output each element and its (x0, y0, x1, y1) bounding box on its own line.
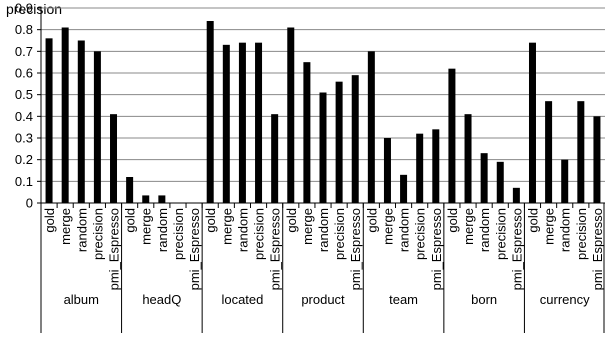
x-category-label: gold (123, 208, 138, 233)
bar (416, 133, 424, 203)
y-tick-label: 0.7 (15, 44, 33, 59)
x-category-label: pmi_Espresso (509, 208, 524, 290)
bar (432, 129, 440, 203)
x-category-label: random (558, 208, 573, 252)
x-category-label: random (155, 208, 170, 252)
bar (528, 42, 536, 203)
bar (335, 81, 343, 203)
bar (480, 153, 488, 203)
y-tick-label: 0.3 (15, 131, 33, 146)
x-category-label: precision (574, 208, 589, 260)
y-tick-label: 0.5 (15, 87, 33, 102)
x-category-label: precision (171, 208, 186, 260)
x-category-label: pmi_Espresso (348, 208, 363, 290)
bar (496, 161, 504, 203)
y-tick-label: 0.2 (15, 152, 33, 167)
bar (158, 195, 166, 203)
bar (45, 38, 53, 204)
x-category-label: merge (542, 208, 557, 245)
x-category-label: random (74, 208, 89, 252)
y-tick-label: 0.4 (15, 109, 33, 124)
x-category-label: precision (413, 208, 428, 260)
x-category-label: merge (300, 208, 315, 245)
x-category-label: precision (90, 208, 105, 260)
x-category-label: precision (332, 208, 347, 260)
x-category-label: merge (139, 208, 154, 245)
bar (271, 114, 279, 203)
bar (319, 92, 327, 203)
bar (577, 101, 585, 203)
bar (593, 116, 601, 203)
x-category-label: random (235, 208, 250, 252)
x-group-label: product (301, 292, 345, 307)
x-category-label: pmi_Espresso (187, 208, 202, 290)
x-category-label: gold (203, 208, 218, 233)
x-category-label: pmi_Espresso (268, 208, 283, 290)
x-category-label: gold (284, 208, 299, 233)
x-category-label: pmi_Espresso (590, 208, 605, 290)
bar (206, 21, 214, 203)
x-category-label: gold (42, 208, 57, 233)
y-axis-label: precision (6, 1, 63, 17)
x-category-label: merge (219, 208, 234, 245)
bar (110, 114, 118, 203)
bar (383, 138, 391, 203)
bar (77, 40, 85, 203)
x-group-label: album (64, 292, 99, 307)
y-tick-label: 0.8 (15, 22, 33, 37)
x-group-label: headQ (142, 292, 181, 307)
bars (45, 21, 601, 204)
x-category-label: merge (58, 208, 73, 245)
bar (448, 68, 456, 204)
x-category-label: precision (493, 208, 508, 260)
bar (464, 114, 472, 203)
x-group-label: currency (540, 292, 590, 307)
bar (255, 42, 263, 203)
x-category-label: pmi_Espresso (107, 208, 122, 290)
x-group-labels: album headQ located product team born currency (64, 292, 591, 307)
y-tick-label: 0.9 (15, 1, 33, 16)
bar (222, 44, 230, 204)
y-tick-labels: 0 0.1 0.2 0.3 0.4 0.5 0.6 0.7 0.8 0.9 (15, 1, 33, 211)
x-category-labels: gold merge random precision pmi_Espresso gold… (42, 208, 605, 290)
x-category-label: merge (461, 208, 476, 245)
x-category-label: random (397, 208, 412, 252)
bar (400, 174, 408, 203)
x-category-label: merge (380, 208, 395, 245)
x-category-label: pmi_Espresso (429, 208, 444, 290)
y-tick-label: 0 (26, 196, 33, 211)
bar (93, 51, 101, 204)
y-tick-label: 0.1 (15, 174, 33, 189)
x-category-label: gold (445, 208, 460, 233)
bar (238, 42, 246, 203)
x-group-label: located (221, 292, 263, 307)
x-group-label: team (389, 292, 418, 307)
bar (512, 187, 520, 203)
bar (126, 177, 134, 203)
bar (561, 159, 569, 203)
x-category-label: precision (252, 208, 267, 260)
bar (142, 195, 150, 203)
x-category-label: random (477, 208, 492, 252)
bar (287, 27, 295, 203)
bar (545, 101, 553, 203)
y-tick-label: 0.6 (15, 66, 33, 81)
x-category-label: gold (364, 208, 379, 233)
x-group-label: born (471, 292, 497, 307)
x-category-label: gold (525, 208, 540, 233)
bar (351, 75, 359, 203)
bar (303, 62, 311, 203)
bar (367, 51, 375, 204)
axes (37, 7, 605, 333)
bar (61, 27, 69, 203)
x-category-label: random (316, 208, 331, 252)
